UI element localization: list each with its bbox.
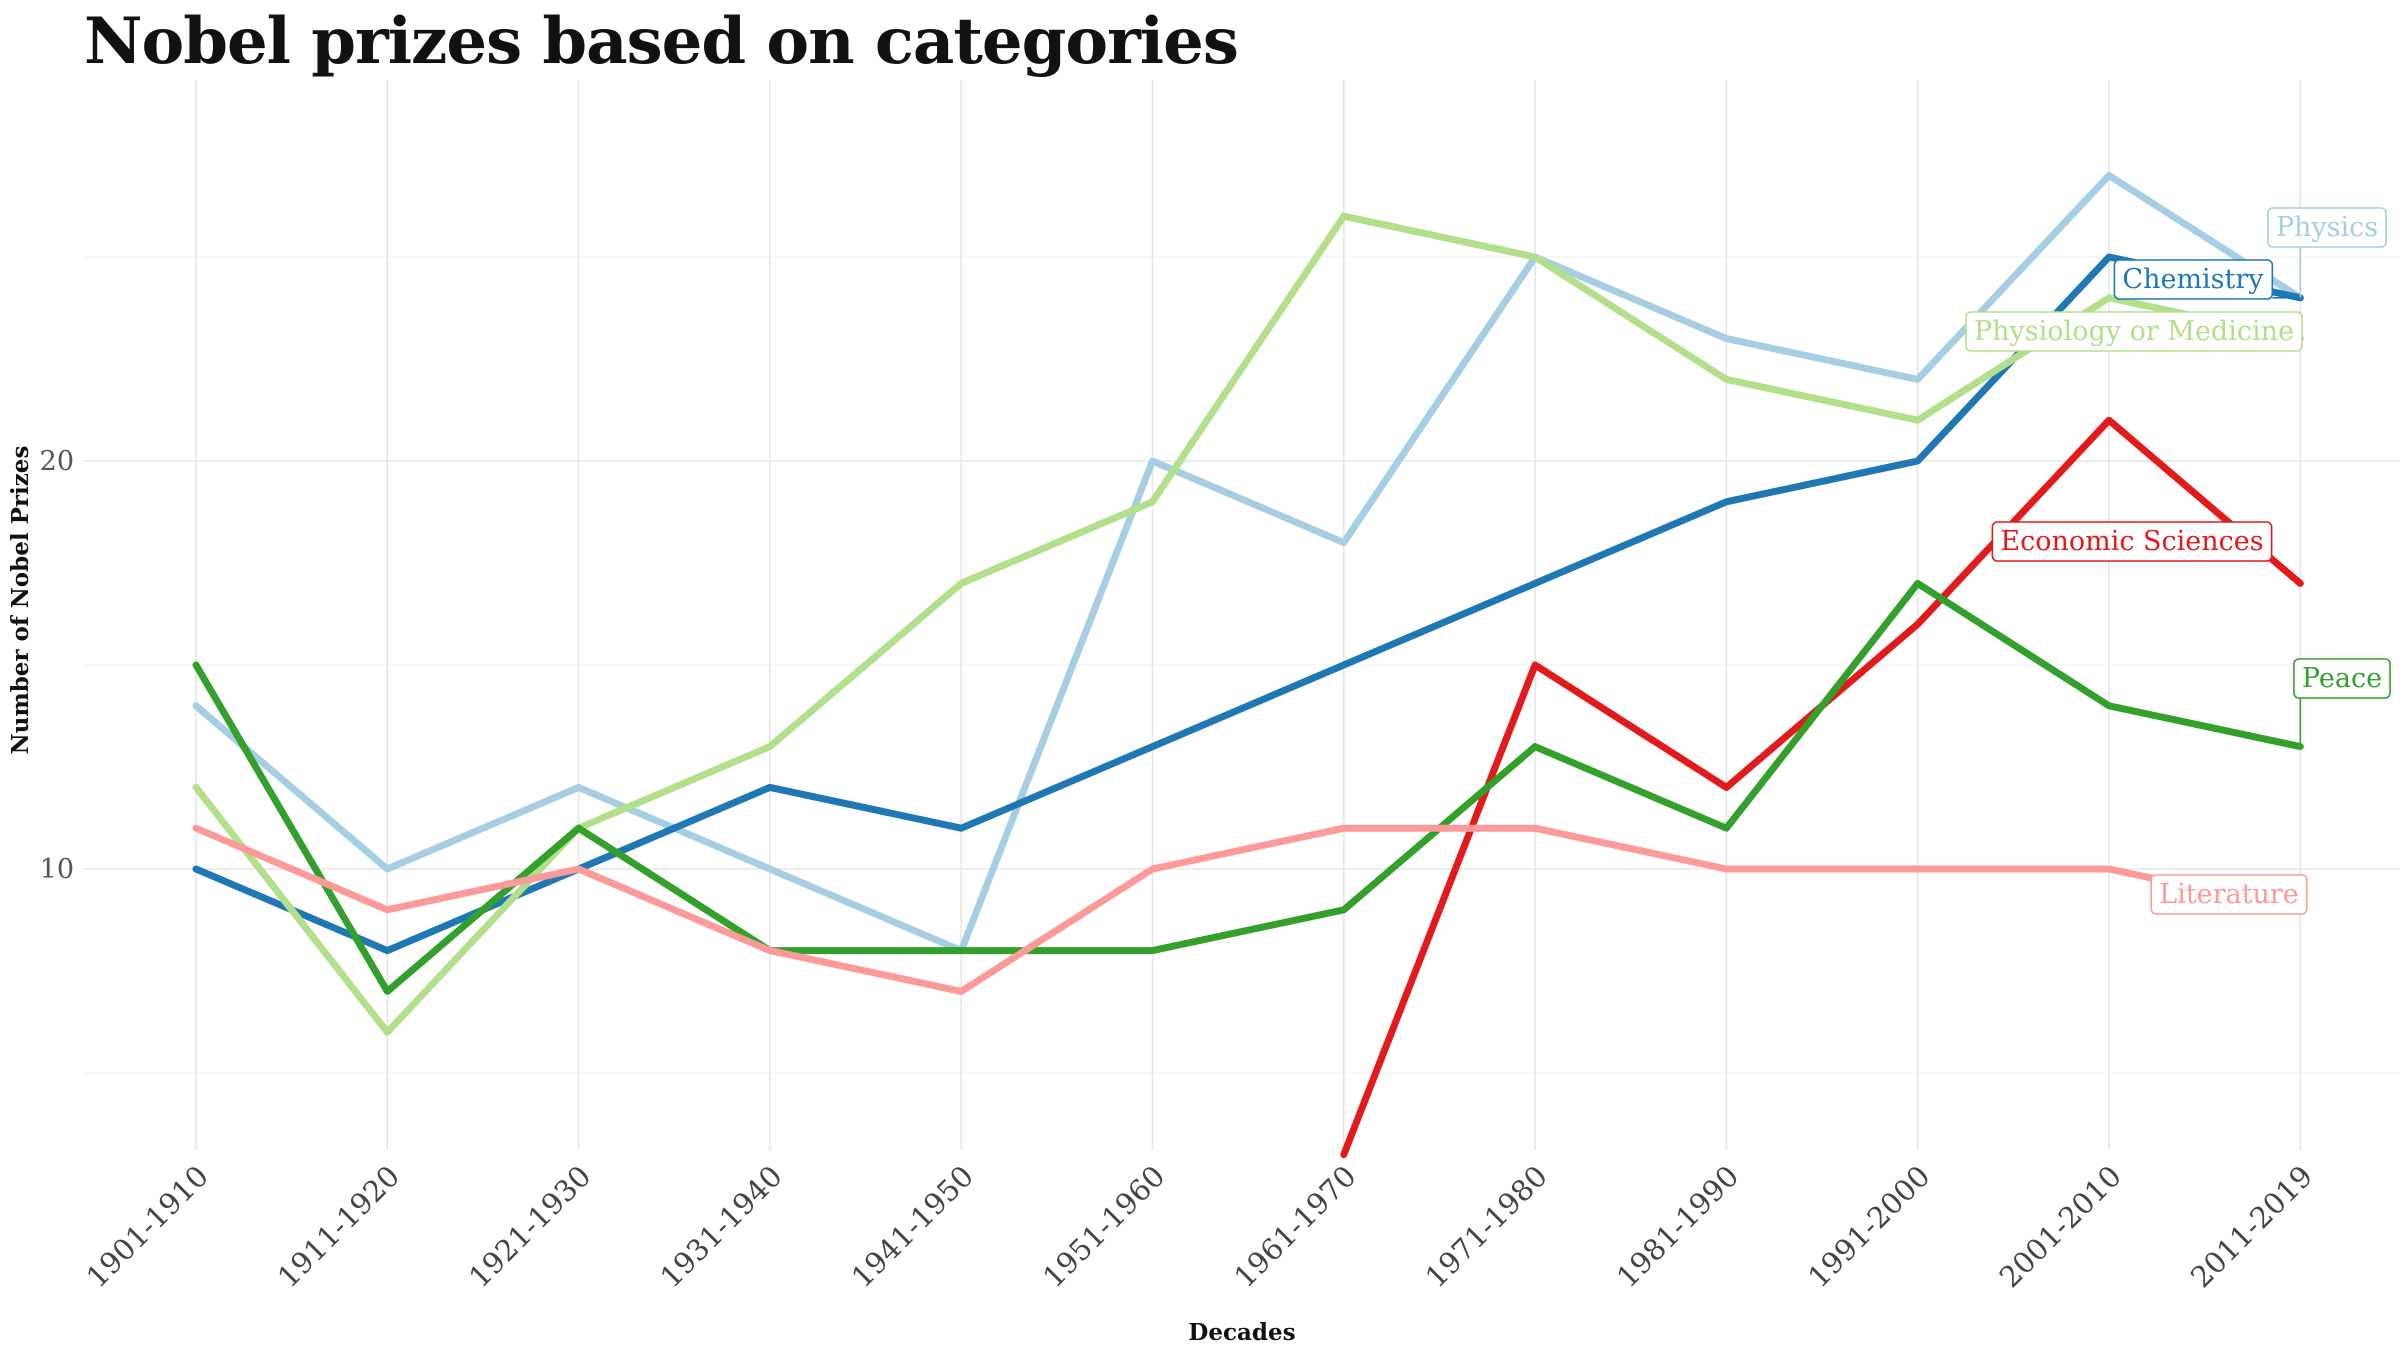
y-tick-label: 20: [40, 446, 74, 477]
series-line-physics: [192, 171, 2304, 955]
series-line-peace: [192, 579, 2304, 995]
series-label-physics: Physics: [2267, 207, 2387, 298]
x-tick-label: 1981-1990: [1610, 1159, 1745, 1294]
x-tick-label: 1961-1970: [1227, 1159, 1362, 1294]
series-labels: Physics Chemistry Physiology or Medicine Ec…: [1965, 207, 2391, 915]
x-tick-label: 1941-1950: [845, 1159, 980, 1294]
series-label-physiology-or-medicine: Physiology or Medicine: [1965, 311, 2303, 352]
series-lines: [192, 171, 2304, 1159]
x-axis-ticks: 1901-1910 1911-1920 1921-1930 1931-1940 1941…: [80, 1159, 2320, 1294]
series-label-text: Physics: [2276, 212, 2378, 243]
series-label-box: [1991, 521, 2273, 562]
x-tick-label: 1901-1910: [80, 1159, 215, 1294]
series-label-leader: [2271, 560, 2301, 585]
x-tick-label: 1931-1940: [654, 1159, 789, 1294]
x-tick-label: 2011-2019: [2184, 1159, 2319, 1294]
series-label-box: [2150, 874, 2308, 915]
series-label-text: Peace: [2302, 663, 2382, 694]
series-label-text: Chemistry: [2122, 264, 2264, 295]
series-label-box: [2267, 207, 2387, 248]
series-label-box: [2293, 658, 2391, 699]
series-label-box: [1965, 311, 2303, 352]
x-tick-label: 1921-1930: [462, 1159, 597, 1294]
series-label-text: Physiology or Medicine: [1974, 316, 2294, 347]
x-tick-label: 2001-2010: [1993, 1159, 2128, 1294]
x-axis-title: Decades: [1188, 1319, 1295, 1346]
series-line-physiology-or-medicine: [192, 212, 2304, 1036]
series-label-text: Literature: [2159, 879, 2299, 910]
chart-title: Nobel prizes based on categories: [84, 4, 1239, 79]
y-axis-title: Number of Nobel Prizes: [7, 446, 34, 755]
x-tick-label: 1911-1920: [271, 1159, 406, 1294]
series-label-literature: Literature: [2150, 874, 2308, 915]
x-tick-label: 1991-2000: [1801, 1159, 1936, 1294]
grid: [84, 80, 2400, 1150]
y-tick-label: 10: [40, 854, 74, 885]
series-label-chemistry: Chemistry: [2113, 259, 2301, 300]
x-tick-label: 1951-1960: [1036, 1159, 1171, 1294]
series-line-literature: [192, 824, 2304, 995]
x-tick-label: 1971-1980: [1419, 1159, 1554, 1294]
y-axis-ticks: 10 20: [40, 446, 74, 885]
series-label-economic-sciences: Economic Sciences: [1991, 521, 2301, 585]
series-line-chemistry: [192, 253, 2304, 955]
series-label-text: Economic Sciences: [2000, 526, 2263, 557]
series-label-peace: Peace: [2293, 658, 2391, 747]
series-label-box: [2113, 259, 2274, 300]
